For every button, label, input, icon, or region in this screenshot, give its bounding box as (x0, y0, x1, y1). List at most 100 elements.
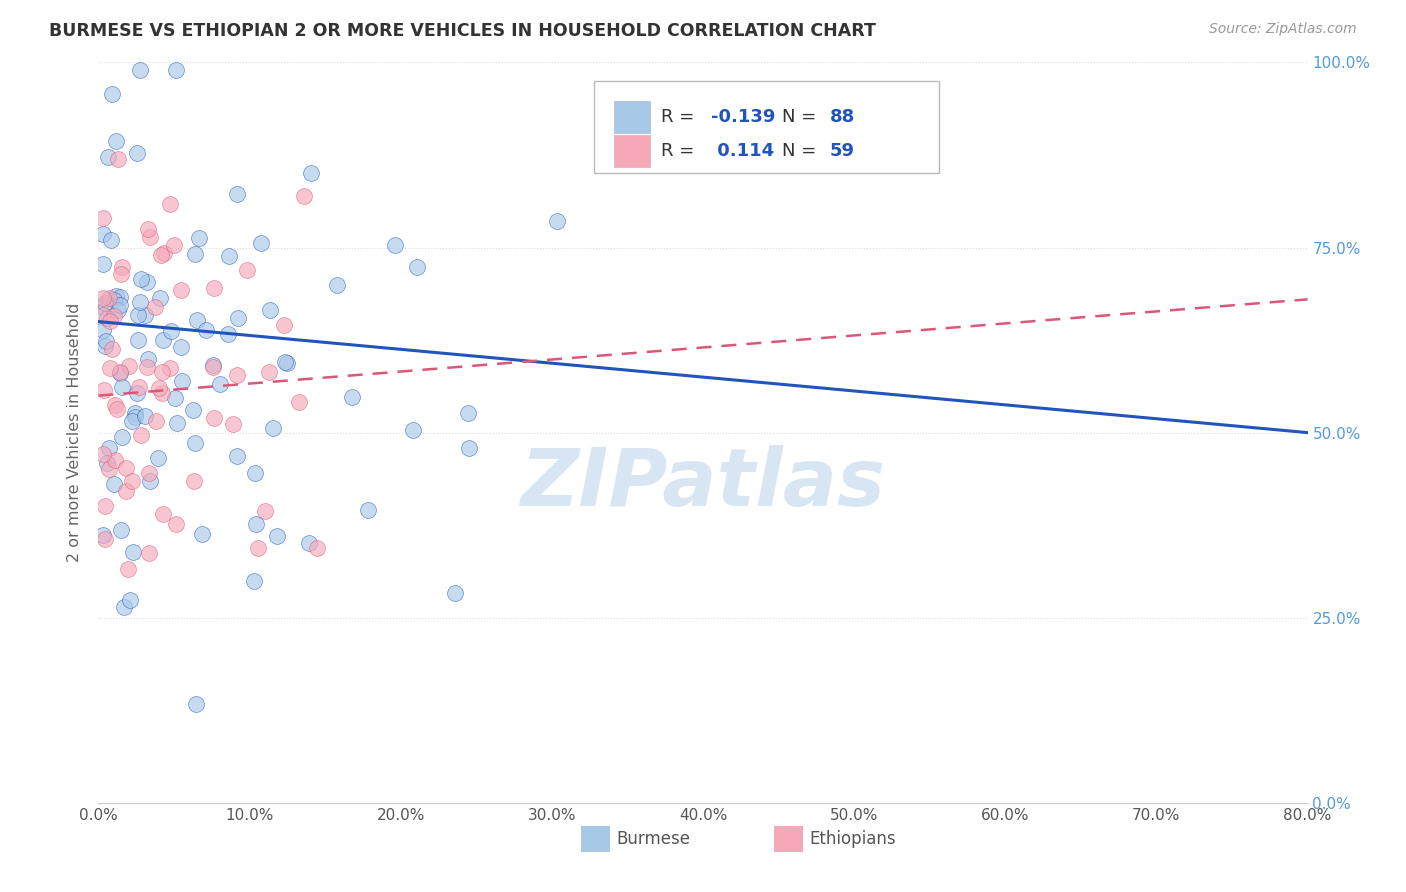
Point (457, 406, 479, 420)
Point (152, 333, 174, 347)
Point (115, 484, 138, 499)
Point (121, 414, 143, 428)
Point (276, 356, 298, 370)
Point (202, 281, 225, 295)
Point (138, 546, 160, 560)
Point (222, 417, 245, 431)
Point (402, 423, 425, 437)
Point (138, 467, 160, 481)
Point (135, 275, 157, 289)
Point (145, 414, 167, 428)
Point (122, 544, 145, 558)
Point (139, 230, 162, 244)
Point (91, 211, 114, 225)
Point (127, 308, 149, 322)
Point (226, 311, 249, 326)
Point (96, 456, 118, 470)
Point (98, 461, 121, 475)
Point (384, 237, 406, 252)
Point (184, 247, 207, 261)
Point (170, 283, 193, 297)
Point (98, 442, 121, 456)
Point (112, 600, 135, 615)
Point (150, 248, 173, 262)
Point (153, 246, 176, 260)
Point (406, 260, 429, 274)
Point (91, 323, 114, 337)
Text: N =: N = (782, 142, 821, 160)
Point (120, 592, 142, 607)
Point (91, 446, 114, 460)
Point (159, 324, 181, 338)
Point (163, 391, 186, 405)
Point (110, 267, 132, 281)
Point (274, 355, 297, 369)
Point (108, 367, 131, 381)
Text: Ethiopians: Ethiopians (810, 830, 896, 848)
Point (245, 516, 267, 531)
Point (250, 235, 273, 250)
Point (444, 586, 467, 600)
Point (201, 360, 224, 375)
Point (136, 221, 159, 235)
Point (100, 343, 122, 357)
FancyBboxPatch shape (595, 81, 939, 173)
Point (108, 298, 131, 312)
Point (253, 504, 276, 518)
Point (128, 380, 150, 394)
Point (125, 385, 148, 400)
Point (91, 308, 114, 322)
Point (98, 360, 121, 375)
Point (98, 314, 121, 328)
Point (163, 238, 186, 252)
Point (225, 449, 247, 463)
Point (108, 365, 131, 379)
Point (150, 365, 173, 379)
FancyBboxPatch shape (775, 827, 803, 852)
Text: Burmese: Burmese (616, 830, 690, 848)
Point (165, 516, 187, 531)
Point (101, 87, 124, 101)
Point (217, 327, 239, 342)
Point (183, 402, 205, 417)
Point (266, 529, 288, 543)
Point (91, 291, 114, 305)
Point (159, 360, 181, 375)
Point (225, 186, 247, 201)
Point (243, 466, 266, 480)
Point (124, 410, 146, 425)
Text: BURMESE VS ETHIOPIAN 2 OR MORE VEHICLES IN HOUSEHOLD CORRELATION CHART: BURMESE VS ETHIOPIAN 2 OR MORE VEHICLES … (49, 22, 876, 40)
Point (236, 263, 259, 277)
Point (190, 526, 212, 541)
Text: N =: N = (782, 108, 821, 126)
Point (117, 562, 139, 576)
Point (246, 541, 269, 555)
Point (125, 145, 148, 160)
Text: -0.139: -0.139 (711, 108, 776, 126)
Point (342, 390, 364, 404)
Point (129, 272, 152, 286)
Point (357, 503, 380, 517)
Point (121, 475, 143, 489)
Point (111, 430, 134, 444)
Point (94, 295, 117, 310)
Point (187, 231, 209, 245)
Point (107, 152, 129, 166)
Text: R =: R = (661, 142, 700, 160)
Text: 59: 59 (830, 142, 855, 160)
Point (94, 339, 117, 353)
Point (134, 308, 156, 322)
Point (183, 474, 205, 488)
Text: 88: 88 (830, 108, 855, 126)
Text: 0.114: 0.114 (711, 142, 775, 160)
Point (91, 301, 114, 315)
Text: ZIPatlas: ZIPatlas (520, 445, 886, 524)
Point (97, 150, 120, 164)
Point (292, 188, 315, 202)
Point (94, 499, 117, 513)
Point (458, 442, 481, 456)
Point (105, 289, 128, 303)
Y-axis label: 2 or more Vehicles in Household: 2 or more Vehicles in Household (67, 303, 83, 562)
Point (115, 460, 138, 475)
Point (299, 166, 322, 180)
